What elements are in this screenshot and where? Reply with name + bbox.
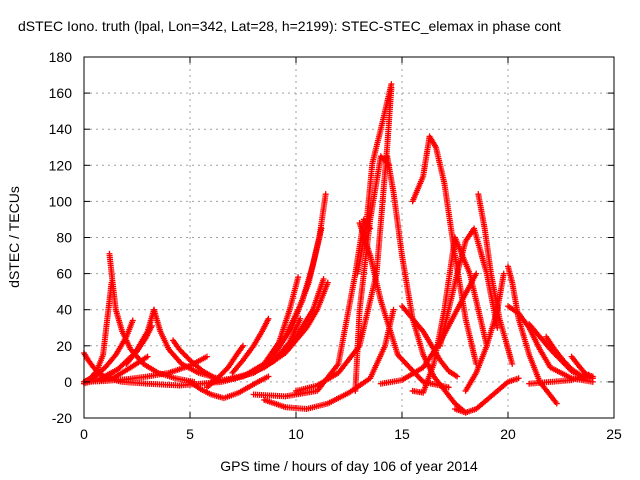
y-tick-label: 100 xyxy=(49,193,73,209)
y-axis-label: dSTEC / TECUs xyxy=(6,186,22,288)
series-33 xyxy=(475,191,516,367)
y-tick-label: 160 xyxy=(49,85,73,101)
series-19 xyxy=(267,191,329,364)
chart-title: dSTEC Iono. truth (lpal, Lon=342, Lat=28… xyxy=(18,18,561,34)
data-point xyxy=(589,373,596,380)
y-tick-label: 80 xyxy=(56,230,72,246)
series-17 xyxy=(229,276,327,382)
data-point xyxy=(445,384,452,391)
series-30 xyxy=(399,303,461,380)
series-32 xyxy=(452,375,522,416)
data-point xyxy=(585,371,592,378)
data-point xyxy=(320,276,327,283)
data-point xyxy=(240,342,246,349)
x-tick-label: 25 xyxy=(606,426,622,442)
ticks: 0 5 10 15 20 25 -20 0 20 40 60 80 100 120 140 160 180 xyxy=(49,49,622,442)
y-tick-label: 120 xyxy=(49,157,73,173)
series-8 xyxy=(123,322,155,367)
y-tick-label: 180 xyxy=(49,49,73,65)
x-tick-label: 5 xyxy=(186,426,194,442)
y-tick-label: 140 xyxy=(49,121,73,137)
data-point xyxy=(390,306,397,313)
y-tick-label: 60 xyxy=(56,266,72,282)
data-point xyxy=(454,373,461,380)
x-tick-label: 20 xyxy=(500,426,516,442)
x-tick-label: 0 xyxy=(80,426,88,442)
data-point xyxy=(144,353,151,360)
series-11 xyxy=(187,373,272,402)
data-point xyxy=(322,191,329,198)
data-point xyxy=(297,315,304,322)
data-point xyxy=(473,270,480,277)
y-tick-label: 20 xyxy=(56,338,72,354)
data-point xyxy=(500,270,507,277)
data-point xyxy=(265,373,272,380)
series-9 xyxy=(97,353,151,384)
data-point xyxy=(388,84,395,91)
x-tick-label: 15 xyxy=(394,426,410,442)
y-tick-label: 0 xyxy=(64,374,72,390)
x-axis-label: GPS time / hours of day 106 of year 2014 xyxy=(220,458,478,474)
x-tick-label: 10 xyxy=(288,426,304,442)
data-point xyxy=(553,400,560,407)
series-40 xyxy=(526,371,592,387)
y-tick-label: 40 xyxy=(56,302,72,318)
series-2 xyxy=(106,250,198,385)
data-point xyxy=(509,360,516,367)
series-23 xyxy=(354,81,395,277)
data-point xyxy=(265,315,272,322)
plot-area xyxy=(81,81,596,416)
series-4 xyxy=(81,317,136,385)
data-point xyxy=(129,317,136,324)
data-point xyxy=(203,353,210,360)
data-point xyxy=(515,375,522,382)
series-13 xyxy=(229,315,272,376)
series-29 xyxy=(409,234,490,396)
y-tick-label: -20 xyxy=(52,410,72,426)
series-7 xyxy=(150,306,221,382)
data-point xyxy=(324,279,331,286)
data-point xyxy=(148,322,155,329)
series-25 xyxy=(356,220,452,391)
data-point xyxy=(295,274,302,281)
series-34 xyxy=(462,270,507,394)
